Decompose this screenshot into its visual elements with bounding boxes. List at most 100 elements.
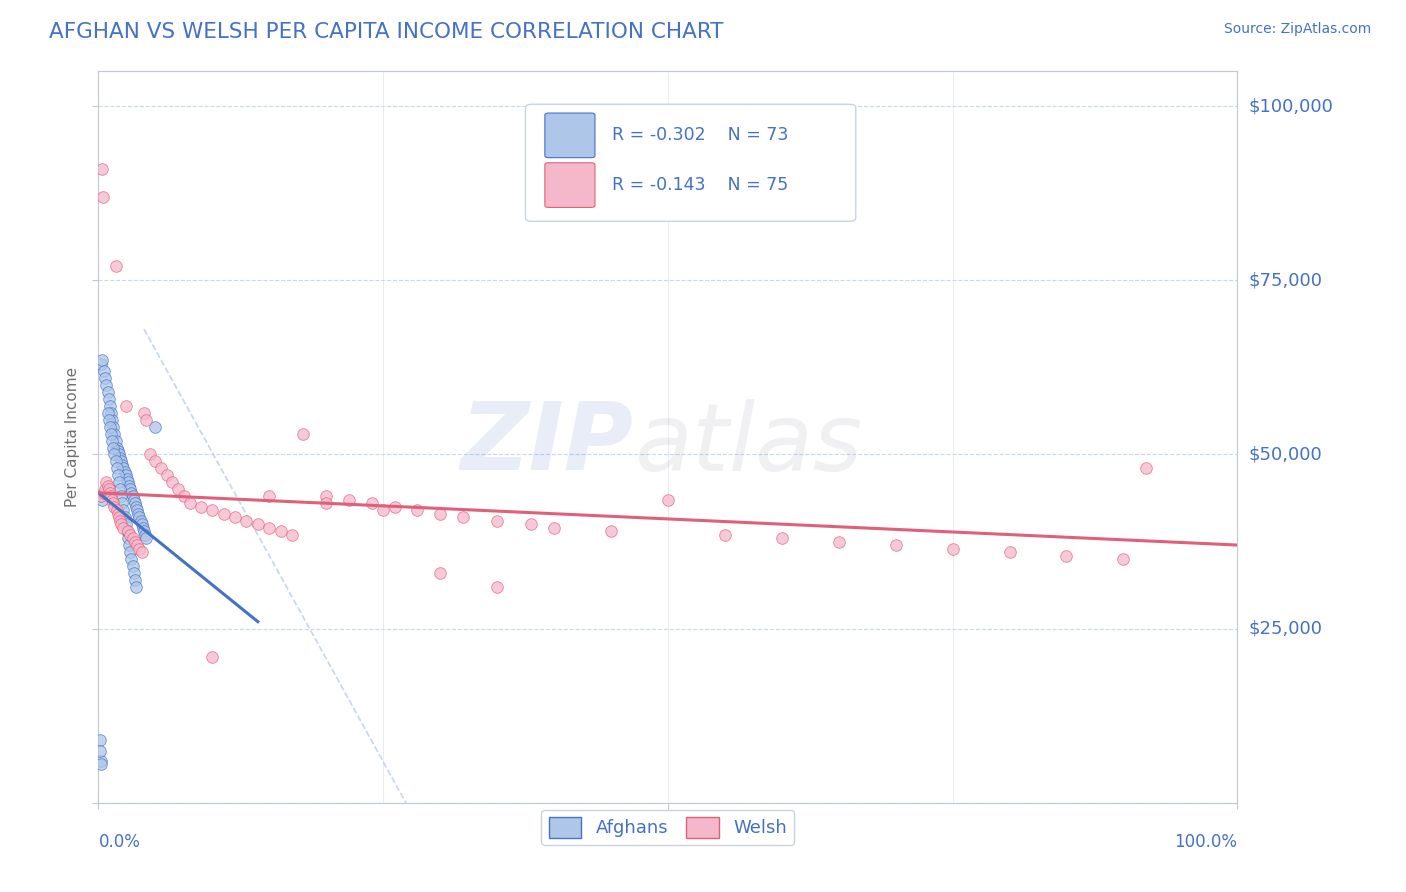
Point: [98, 399, 121, 413]
Text: 100.0%: 100.0%: [1174, 833, 1237, 851]
Point: [337, 492, 360, 507]
Point: [259, 521, 281, 535]
Point: [91, 190, 114, 204]
Point: [100, 426, 122, 441]
Point: [828, 534, 851, 549]
Point: [89, 733, 111, 747]
Point: [97, 392, 120, 406]
Point: [132, 521, 155, 535]
Point: [132, 406, 155, 420]
Point: [110, 489, 132, 503]
Point: [89, 743, 111, 757]
Point: [135, 531, 157, 545]
Text: ZIP: ZIP: [461, 399, 634, 491]
Point: [371, 503, 394, 517]
Point: [212, 507, 235, 521]
Point: [96, 479, 118, 493]
Point: [94, 483, 117, 497]
Point: [105, 461, 128, 475]
Point: [107, 468, 129, 483]
Point: [124, 534, 146, 549]
Point: [104, 260, 127, 274]
Point: [108, 483, 131, 497]
Point: [104, 434, 127, 448]
Point: [101, 412, 124, 426]
Point: [406, 503, 429, 517]
Point: [315, 496, 337, 510]
Point: [90, 489, 112, 503]
Point: [90, 161, 112, 176]
Point: [112, 503, 135, 517]
Point: [315, 489, 337, 503]
Point: [114, 468, 136, 483]
Point: [429, 507, 451, 521]
Point: [103, 419, 125, 434]
Point: [90, 489, 112, 503]
Point: [114, 399, 136, 413]
Point: [96, 406, 118, 420]
Point: [97, 412, 120, 426]
Point: [93, 364, 115, 378]
Point: [657, 492, 679, 507]
Text: AFGHAN VS WELSH PER CAPITA INCOME CORRELATION CHART: AFGHAN VS WELSH PER CAPITA INCOME CORREL…: [49, 22, 724, 42]
Point: [114, 517, 136, 532]
Point: [120, 552, 142, 566]
Point: [96, 475, 118, 490]
Text: Source: ZipAtlas.com: Source: ZipAtlas.com: [1223, 22, 1371, 37]
Point: [451, 510, 474, 524]
Point: [714, 527, 737, 541]
Point: [107, 444, 129, 458]
Point: [942, 541, 965, 556]
Point: [114, 465, 136, 479]
Point: [105, 503, 128, 517]
Point: [127, 507, 149, 521]
Point: [156, 468, 179, 483]
Point: [100, 406, 122, 420]
Point: [281, 527, 304, 541]
Point: [111, 496, 134, 510]
Point: [101, 492, 124, 507]
Point: [120, 485, 142, 500]
Point: [131, 545, 153, 559]
Point: [384, 500, 406, 514]
Point: [101, 434, 124, 448]
Point: [259, 489, 281, 503]
Point: [884, 538, 907, 552]
Point: [117, 475, 139, 490]
Point: [292, 426, 315, 441]
Point: [103, 496, 125, 510]
Point: [173, 489, 195, 503]
Point: [112, 521, 135, 535]
Point: [201, 503, 224, 517]
Point: [127, 503, 149, 517]
Point: [486, 580, 509, 594]
Y-axis label: Per Capita Income: Per Capita Income: [65, 367, 80, 508]
Point: [104, 454, 127, 468]
Point: [110, 517, 132, 532]
Point: [115, 524, 138, 538]
Point: [167, 483, 190, 497]
Point: [108, 475, 131, 490]
FancyBboxPatch shape: [546, 163, 595, 208]
Text: $50,000: $50,000: [1249, 445, 1322, 464]
Point: [90, 492, 112, 507]
Point: [108, 514, 131, 528]
Point: [360, 496, 382, 510]
Point: [134, 527, 156, 541]
Text: $75,000: $75,000: [1249, 271, 1323, 289]
Point: [120, 483, 142, 497]
Point: [98, 419, 121, 434]
Point: [429, 566, 451, 580]
Point: [201, 649, 224, 664]
Point: [114, 510, 136, 524]
Point: [270, 524, 292, 538]
Point: [103, 426, 125, 441]
Point: [224, 510, 246, 524]
Point: [118, 538, 141, 552]
Point: [127, 538, 149, 552]
Point: [111, 458, 134, 472]
Point: [103, 500, 125, 514]
Point: [97, 483, 120, 497]
Point: [235, 514, 257, 528]
Legend: Afghans, Welsh: Afghans, Welsh: [541, 810, 794, 845]
